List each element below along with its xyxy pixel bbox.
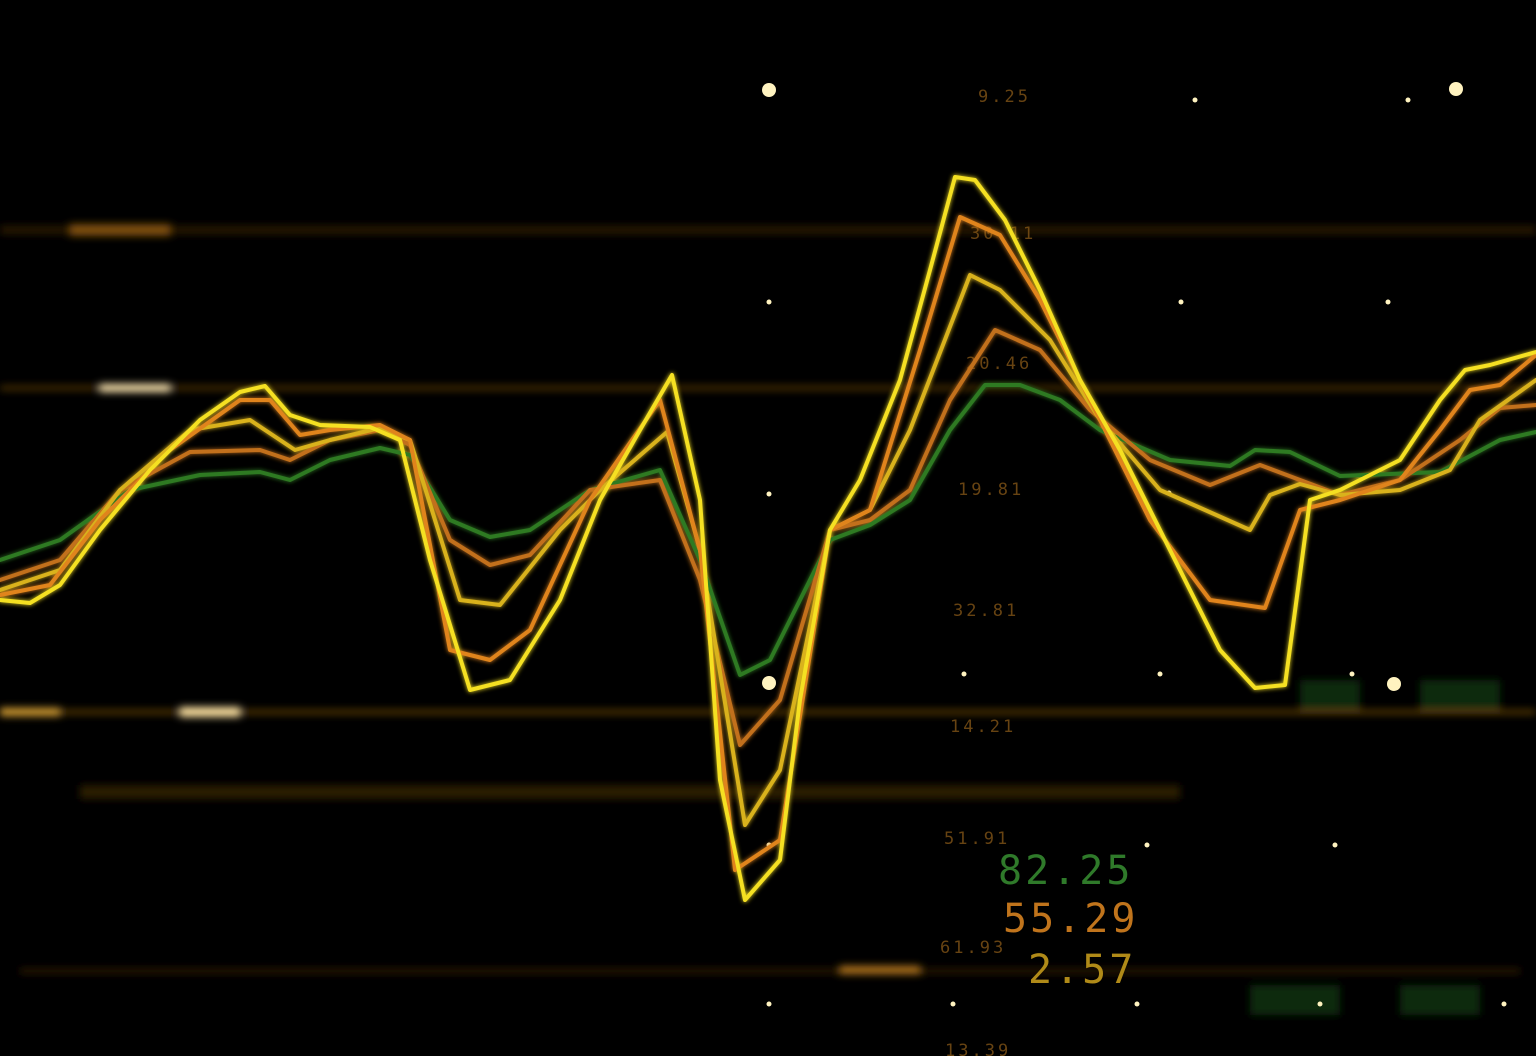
dot	[1501, 1001, 1507, 1007]
dot	[1144, 842, 1150, 848]
dot	[1405, 97, 1411, 103]
streak	[80, 785, 1180, 799]
streak	[20, 969, 1520, 973]
lines	[0, 175, 1536, 902]
glow-box	[1250, 985, 1340, 1015]
readout: 2.57	[1028, 947, 1136, 993]
axis-label: 19.81	[958, 480, 1024, 500]
dot	[961, 671, 967, 677]
streak	[70, 224, 170, 236]
streak	[840, 966, 920, 974]
axis-label: 32.81	[953, 601, 1019, 621]
dot	[1157, 671, 1163, 677]
dot	[766, 1001, 772, 1007]
dot	[1387, 677, 1401, 691]
readout: 82.25	[998, 848, 1133, 894]
line	[0, 273, 1536, 827]
dot	[1332, 842, 1338, 848]
dot	[1134, 1001, 1140, 1007]
streak	[100, 384, 170, 392]
axis-label: 13.39	[945, 1041, 1011, 1056]
dot	[762, 676, 776, 690]
dot	[766, 491, 772, 497]
axis-label: 61.93	[940, 938, 1006, 958]
line	[0, 215, 1536, 872]
readouts: 82.25 55.29 2.57	[998, 848, 1138, 993]
readout: 55.29	[1003, 896, 1138, 942]
dot	[762, 83, 776, 97]
streak	[0, 226, 1536, 234]
line	[0, 328, 1536, 747]
axis-label: 9.25	[978, 87, 1031, 107]
streak	[0, 386, 1536, 390]
axis-label: 20.46	[966, 354, 1032, 374]
axis-label: 51.91	[944, 829, 1010, 849]
dot	[766, 299, 772, 305]
streak	[180, 707, 240, 717]
line	[0, 383, 1536, 677]
dot	[1349, 671, 1355, 677]
streak	[0, 708, 60, 716]
dot	[1178, 299, 1184, 305]
dot	[1385, 299, 1391, 305]
line	[0, 175, 1536, 902]
glow-box	[1420, 680, 1500, 710]
dot	[1317, 1001, 1323, 1007]
glow-box	[1300, 680, 1360, 710]
glow-box	[1400, 985, 1480, 1015]
dot	[1449, 82, 1463, 96]
axis-label: 14.21	[950, 717, 1016, 737]
dot	[950, 1001, 956, 1007]
dot	[1192, 97, 1198, 103]
